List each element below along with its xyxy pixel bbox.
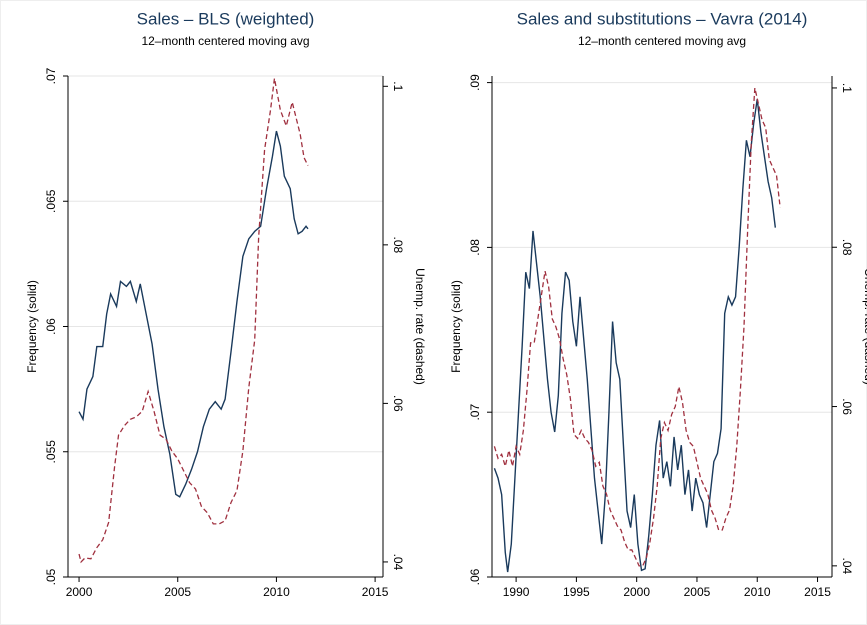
x-tick-label: 2015 — [362, 585, 389, 599]
y2-tick-label: .1 — [840, 83, 854, 93]
y-tick-label: .065 — [44, 189, 58, 213]
x-tick-label: 1995 — [563, 585, 590, 599]
y2-tick-label: .06 — [840, 398, 854, 415]
x-tick-label: 2010 — [263, 585, 290, 599]
y-axis-label: Frequency (solid) — [449, 280, 463, 373]
y-tick-label: .09 — [468, 74, 482, 91]
x-tick-label: 2010 — [744, 585, 771, 599]
y2-axis-label: Unemp. rate (dashed) — [413, 268, 427, 385]
y2-tick-label: .08 — [391, 237, 405, 254]
y-tick-label: .08 — [468, 239, 482, 256]
y2-axis-label: Unemp. rate (dashed) — [862, 268, 867, 385]
chart-subtitle: 12–month centered moving avg — [578, 34, 746, 48]
x-tick-label: 2000 — [623, 585, 650, 599]
y2-tick-label: .04 — [391, 554, 405, 571]
chart-title: Sales and substitutions – Vavra (2014) — [517, 9, 808, 28]
dashed-line — [493, 87, 781, 567]
chart-title: Sales – BLS (weighted) — [137, 9, 315, 28]
solid-line — [78, 130, 309, 498]
y-axis-label: Frequency (solid) — [25, 280, 39, 373]
y-tick-label: .055 — [44, 440, 58, 464]
solid-line — [493, 98, 777, 573]
dashed-line — [78, 78, 309, 564]
y-tick-label: .07 — [468, 404, 482, 421]
y2-tick-label: .1 — [391, 81, 405, 91]
x-tick-label: 1990 — [503, 585, 530, 599]
x-tick-label: 2005 — [684, 585, 711, 599]
y-tick-label: .06 — [44, 318, 58, 335]
y-tick-label: .05 — [44, 568, 58, 585]
y-tick-label: .06 — [468, 568, 482, 585]
y-tick-label: .07 — [44, 67, 58, 84]
y2-tick-label: .04 — [840, 558, 854, 575]
x-tick-label: 2000 — [66, 585, 93, 599]
chart-subtitle: 12–month centered moving avg — [141, 34, 309, 48]
x-tick-label: 2015 — [804, 585, 831, 599]
x-tick-label: 2005 — [164, 585, 191, 599]
y2-tick-label: .08 — [840, 239, 854, 256]
y2-tick-label: .06 — [391, 395, 405, 412]
